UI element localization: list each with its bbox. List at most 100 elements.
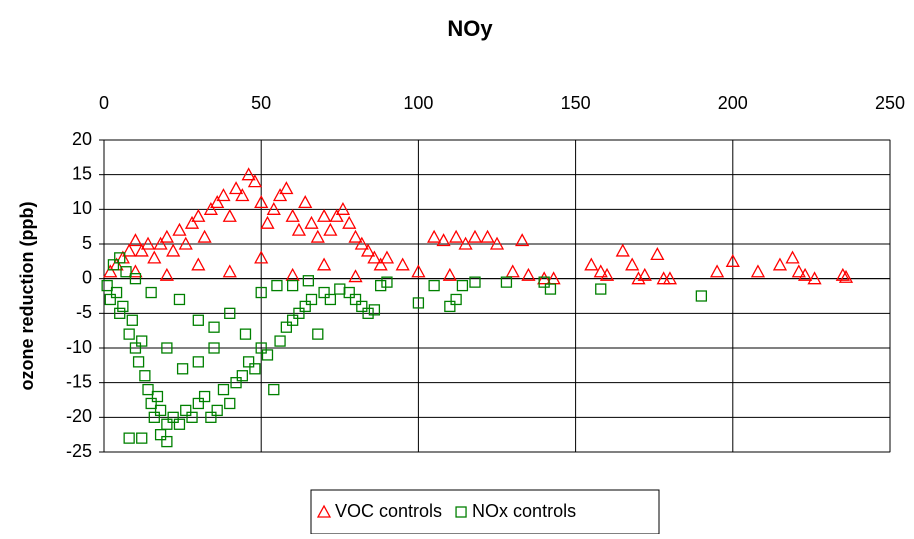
triangle-marker	[335, 201, 351, 215]
triangle-marker	[172, 222, 187, 236]
triangle-marker	[379, 250, 395, 264]
triangle-marker	[361, 243, 376, 257]
y-tick-label: 0	[82, 267, 92, 287]
triangle-marker	[631, 271, 646, 285]
triangle-marker	[254, 195, 269, 209]
triangle-marker	[615, 243, 630, 257]
square-marker	[136, 432, 148, 444]
triangle-marker	[140, 236, 156, 250]
square-marker	[242, 356, 255, 368]
triangle-marker	[210, 195, 225, 209]
square-marker	[126, 314, 138, 326]
square-marker	[312, 328, 324, 340]
x-tick-label: 0	[99, 93, 109, 113]
square-marker	[208, 342, 220, 354]
square-marker	[176, 363, 189, 375]
triangle-marker	[521, 267, 536, 281]
triangle-marker	[650, 247, 665, 261]
legend-box	[310, 489, 660, 535]
square-marker	[107, 259, 120, 271]
triangle-marker	[298, 195, 313, 209]
square-marker	[123, 432, 135, 444]
triangle-marker	[838, 269, 854, 283]
square-marker	[132, 356, 145, 368]
triangle-marker	[593, 264, 608, 278]
square-marker	[293, 307, 305, 319]
square-marker	[205, 411, 217, 423]
triangle-marker	[427, 229, 442, 243]
square-marker	[239, 328, 252, 340]
square-marker	[261, 349, 274, 361]
x-tick-label: 150	[561, 93, 591, 113]
y-tick-label: -20	[66, 406, 92, 426]
square-marker	[249, 363, 261, 375]
series	[103, 167, 854, 285]
legend-label: VOC controls	[335, 501, 442, 521]
triangle-marker	[285, 208, 300, 222]
triangle-marker	[153, 236, 168, 250]
triangle-marker	[222, 264, 237, 278]
triangle-marker	[128, 264, 143, 278]
triangle-marker	[323, 222, 338, 236]
y-tick-label: 10	[72, 198, 92, 218]
square-marker	[211, 404, 223, 417]
x-tick-label: 100	[403, 93, 433, 113]
square-marker	[151, 390, 164, 403]
triangle-marker	[599, 267, 615, 281]
square-marker	[455, 506, 467, 518]
y-tick-label: -10	[66, 337, 92, 357]
triangle-marker	[467, 229, 483, 243]
square-marker	[154, 429, 167, 441]
square-marker	[595, 283, 607, 295]
triangle-marker	[725, 253, 740, 267]
triangle-marker	[291, 222, 307, 236]
triangle-marker	[458, 236, 473, 250]
triangle-marker	[411, 264, 426, 278]
square-marker	[224, 307, 236, 319]
square-marker	[173, 418, 186, 430]
square-marker	[161, 435, 173, 448]
square-marker	[114, 252, 126, 264]
square-marker	[167, 411, 179, 423]
triangle-marker	[103, 264, 118, 278]
square-marker	[255, 286, 267, 299]
triangle-marker	[489, 236, 505, 250]
square-marker	[110, 286, 123, 299]
triangle-marker	[191, 257, 206, 271]
square-marker	[123, 328, 135, 340]
square-marker	[236, 370, 248, 382]
triangle-marker	[235, 188, 250, 202]
triangle-marker	[395, 257, 410, 271]
square-marker	[349, 293, 362, 306]
square-marker	[302, 275, 315, 287]
triangle-marker	[184, 215, 200, 229]
square-marker	[274, 335, 286, 347]
triangle-marker	[304, 215, 319, 229]
square-marker	[286, 314, 299, 326]
square-marker	[412, 297, 425, 309]
square-marker	[161, 342, 173, 354]
square-marker	[129, 273, 142, 285]
triangle-marker	[147, 250, 162, 264]
triangle-marker	[247, 174, 263, 188]
legend-label: NOx controls	[472, 501, 576, 521]
triangle-marker	[373, 257, 388, 271]
triangle-marker	[436, 233, 451, 247]
y-tick-label: -25	[66, 441, 92, 461]
triangle-marker	[272, 188, 288, 202]
triangle-marker	[329, 208, 344, 222]
square-marker	[280, 321, 293, 333]
square-marker	[101, 279, 113, 292]
square-marker	[192, 356, 204, 368]
square-marker	[356, 300, 368, 313]
triangle-marker	[266, 201, 281, 215]
triangle-marker	[625, 257, 640, 271]
square-marker	[286, 279, 299, 292]
square-marker	[500, 276, 513, 288]
triangle-marker	[316, 504, 332, 518]
square-marker	[318, 286, 330, 299]
square-marker	[343, 286, 355, 299]
y-tick-label: 15	[72, 163, 92, 183]
square-marker	[450, 293, 462, 306]
square-marker	[173, 293, 186, 306]
